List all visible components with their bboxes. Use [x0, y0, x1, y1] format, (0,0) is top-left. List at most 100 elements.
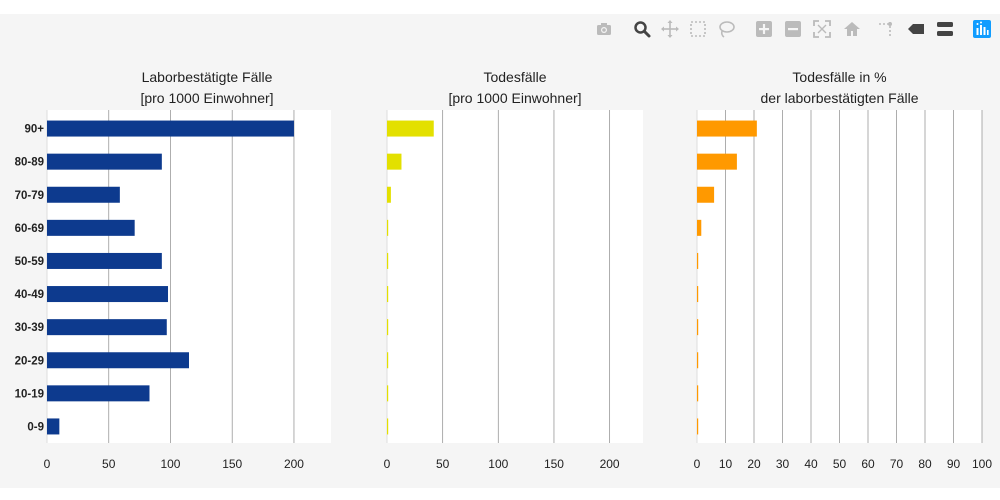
- x-tick-label: 40: [804, 457, 818, 471]
- camera-button[interactable]: [594, 19, 614, 39]
- bar-80-89[interactable]: [47, 153, 162, 170]
- x-tick-label: 50: [833, 457, 847, 471]
- hover-closest-button[interactable]: [906, 19, 926, 39]
- bar-10-19[interactable]: [697, 385, 699, 402]
- subplot-subtitle: [pro 1000 Einwohner]: [448, 90, 581, 106]
- home-button[interactable]: [842, 19, 862, 39]
- x-tick-label: 0: [384, 457, 391, 471]
- x-tick-label: 30: [776, 457, 790, 471]
- x-tick-label: 150: [544, 457, 564, 471]
- autoscale-button[interactable]: [812, 19, 832, 39]
- x-tick-label: 70: [890, 457, 904, 471]
- subplot-title: Laborbestätigte Fälle: [142, 69, 273, 85]
- x-tick-label: 50: [436, 457, 450, 471]
- box-select-icon: [690, 21, 706, 37]
- pan-icon: [661, 20, 679, 38]
- bar-0-9[interactable]: [47, 418, 60, 435]
- zoom-out-button[interactable]: [783, 19, 803, 39]
- y-tick-label: 60-69: [15, 223, 44, 235]
- bar-60-69[interactable]: [387, 219, 389, 236]
- subplot-1: 0 50 100 150 200 90+ 80-89 70-79 60-69 50-59 40-49…: [15, 69, 331, 471]
- bar-50-59[interactable]: [387, 252, 389, 269]
- hover-compare-icon: [937, 22, 953, 36]
- bar-90+[interactable]: [387, 120, 434, 137]
- bar-80-89[interactable]: [697, 153, 737, 170]
- x-tick-label: 0: [44, 457, 51, 471]
- bar-70-79[interactable]: [387, 186, 391, 203]
- x-tick-label: 150: [222, 457, 242, 471]
- y-tick-label: 50-59: [15, 256, 44, 268]
- x-tick-label: 10: [719, 457, 733, 471]
- subplot-subtitle: der laborbestätigten Fälle: [761, 90, 919, 106]
- bar-70-79[interactable]: [697, 186, 715, 203]
- spike-lines-button[interactable]: [876, 19, 896, 39]
- bar-50-59[interactable]: [697, 252, 699, 269]
- bar-20-29[interactable]: [697, 352, 699, 369]
- bar-30-39[interactable]: [697, 319, 699, 336]
- spike-lines-icon: [879, 22, 892, 37]
- x-tick-label: 0: [694, 457, 701, 471]
- bar-0-9[interactable]: [697, 418, 699, 435]
- bar-60-69[interactable]: [47, 219, 135, 236]
- zoom-in-icon: [756, 21, 772, 37]
- x-tick-label: 50: [102, 457, 116, 471]
- box-select-button[interactable]: [688, 19, 708, 39]
- y-tick-label: 10-19: [15, 388, 44, 400]
- bar-10-19[interactable]: [47, 385, 150, 402]
- bar-60-69[interactable]: [697, 219, 702, 236]
- bar-10-19[interactable]: [387, 385, 389, 402]
- plotly-logo-button[interactable]: [972, 19, 992, 39]
- bar-30-39[interactable]: [387, 319, 389, 336]
- zoom-in-button[interactable]: [754, 19, 774, 39]
- y-tick-label: 30-39: [15, 322, 44, 334]
- x-tick-label: 80: [918, 457, 932, 471]
- bar-0-9[interactable]: [387, 418, 389, 435]
- zoom-button[interactable]: [632, 19, 652, 39]
- bar-70-79[interactable]: [47, 186, 120, 203]
- zoom-icon: [634, 21, 651, 38]
- plotly-logo-icon: [973, 20, 991, 38]
- hover-compare-button[interactable]: [935, 19, 955, 39]
- plot-area[interactable]: [387, 110, 643, 443]
- bar-20-29[interactable]: [387, 352, 389, 369]
- camera-icon: [597, 23, 611, 35]
- bar-90+[interactable]: [47, 120, 294, 137]
- modebar: [590, 16, 1000, 42]
- pan-button[interactable]: [660, 19, 680, 39]
- bar-30-39[interactable]: [47, 319, 167, 336]
- zoom-out-icon: [785, 21, 801, 37]
- bar-80-89[interactable]: [387, 153, 402, 170]
- x-tick-label: 20: [747, 457, 761, 471]
- y-tick-label: 80-89: [15, 157, 44, 169]
- x-tick-label: 90: [947, 457, 961, 471]
- x-tick-label: 100: [488, 457, 508, 471]
- home-icon: [844, 22, 860, 36]
- bar-90+[interactable]: [697, 120, 757, 137]
- y-tick-label: 90+: [24, 124, 44, 136]
- bar-40-49[interactable]: [387, 286, 389, 303]
- subplot-title: Todesfälle in %: [792, 69, 886, 85]
- bar-40-49[interactable]: [697, 286, 699, 303]
- x-tick-label: 100: [972, 457, 992, 471]
- subplot-subtitle: [pro 1000 Einwohner]: [140, 90, 273, 106]
- x-tick-label: 200: [284, 457, 304, 471]
- subplot-2: 0 50 100 150 200 Todesfälle [pro 1000 Einwohne…: [384, 69, 643, 471]
- lasso-select-icon: [719, 21, 735, 38]
- bar-40-49[interactable]: [47, 286, 169, 303]
- y-tick-label: 70-79: [15, 190, 44, 202]
- subplot-title: Todesfälle: [483, 69, 546, 85]
- x-tick-label: 200: [600, 457, 620, 471]
- hover-closest-icon: [908, 24, 924, 34]
- lasso-select-button[interactable]: [716, 19, 736, 39]
- x-tick-label: 60: [861, 457, 875, 471]
- y-tick-label: 40-49: [15, 289, 44, 301]
- bar-50-59[interactable]: [47, 252, 162, 269]
- y-tick-label: 20-29: [15, 355, 44, 367]
- subplot-3: 0 10 20 30 40 50 60 70 80 90 100 Todesfälle in % der…: [694, 69, 993, 471]
- x-tick-label: 100: [160, 457, 180, 471]
- autoscale-icon: [813, 20, 831, 38]
- y-tick-label: 0-9: [27, 421, 44, 433]
- bar-20-29[interactable]: [47, 352, 189, 369]
